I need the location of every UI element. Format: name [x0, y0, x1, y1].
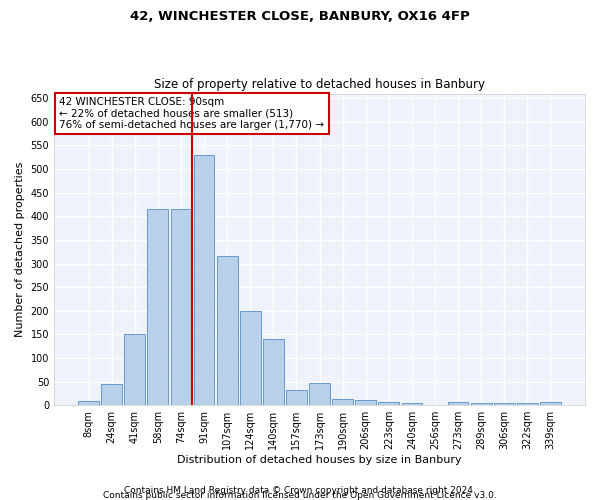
Bar: [494, 403, 515, 405]
Bar: [217, 256, 238, 405]
Bar: [101, 384, 122, 405]
Text: 42 WINCHESTER CLOSE: 90sqm
← 22% of detached houses are smaller (513)
76% of sem: 42 WINCHESTER CLOSE: 90sqm ← 22% of deta…: [59, 96, 325, 130]
Bar: [540, 402, 561, 405]
Y-axis label: Number of detached properties: Number of detached properties: [15, 162, 25, 337]
Title: Size of property relative to detached houses in Banbury: Size of property relative to detached ho…: [154, 78, 485, 91]
Bar: [78, 402, 99, 405]
Bar: [448, 402, 469, 405]
Bar: [124, 334, 145, 405]
Text: 42, WINCHESTER CLOSE, BANBURY, OX16 4FP: 42, WINCHESTER CLOSE, BANBURY, OX16 4FP: [130, 10, 470, 23]
Bar: [309, 383, 330, 405]
Bar: [332, 398, 353, 405]
Bar: [286, 390, 307, 405]
Bar: [240, 311, 260, 405]
Bar: [379, 402, 399, 405]
Text: Contains public sector information licensed under the Open Government Licence v3: Contains public sector information licen…: [103, 491, 497, 500]
Bar: [194, 155, 214, 405]
Bar: [471, 403, 491, 405]
Text: Contains HM Land Registry data © Crown copyright and database right 2024.: Contains HM Land Registry data © Crown c…: [124, 486, 476, 495]
Bar: [263, 339, 284, 405]
Bar: [148, 209, 168, 405]
Bar: [517, 403, 538, 405]
Bar: [170, 209, 191, 405]
Bar: [355, 400, 376, 405]
Bar: [401, 403, 422, 405]
X-axis label: Distribution of detached houses by size in Banbury: Distribution of detached houses by size …: [177, 455, 462, 465]
